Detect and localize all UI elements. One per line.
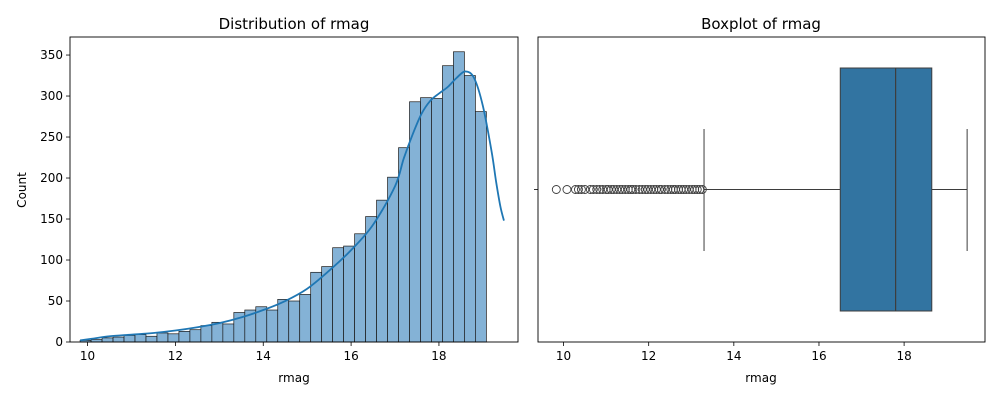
- outlier-point: [681, 185, 691, 194]
- outlier-point: [626, 185, 636, 194]
- outlier-point: [631, 185, 641, 194]
- outlier-point: [606, 185, 616, 194]
- boxplot-panel: Boxplot of rmag 10 12 14 16 18 rmag: [534, 15, 986, 385]
- outlier-point: [692, 185, 702, 194]
- outlier-point: [617, 185, 627, 194]
- histogram-bar: [343, 245, 355, 343]
- outlier-point: [654, 185, 664, 194]
- outlier-point: [562, 185, 572, 194]
- histogram-bar: [453, 51, 465, 343]
- outlier-point: [695, 185, 705, 194]
- histogram-bar: [321, 266, 334, 343]
- histogram-bar: [123, 335, 136, 343]
- histogram-frame: [69, 36, 519, 343]
- histogram-bar: [442, 65, 454, 343]
- histogram-bar: [431, 98, 443, 343]
- x-tick-label: 16: [343, 349, 358, 363]
- histogram-panel: Distribution of rmag 10 12 14 16 18 0 50 100 150…: [15, 15, 519, 385]
- y-tick-label: 300: [40, 89, 63, 103]
- outlier-point: [580, 185, 590, 194]
- histogram-bar: [200, 325, 213, 343]
- x-tick-label: 10: [80, 349, 95, 363]
- y-tick-label: 50: [48, 294, 63, 308]
- outlier-point: [598, 185, 608, 194]
- outlier-point: [585, 185, 595, 194]
- outlier-point: [634, 185, 644, 194]
- y-tick-label: 200: [40, 171, 63, 185]
- histogram-bar: [277, 299, 290, 343]
- x-tick-label: 12: [168, 349, 183, 363]
- outlier-point: [640, 185, 650, 194]
- outlier-point: [651, 185, 661, 194]
- histogram-bar: [387, 176, 399, 343]
- y-tick-label: 250: [40, 130, 63, 144]
- y-tick-label: 100: [40, 253, 63, 267]
- histogram-bar: [189, 329, 202, 343]
- x-tick-label: 16: [811, 349, 826, 363]
- outlier-point: [615, 185, 625, 194]
- histogram-bar: [365, 216, 377, 343]
- histogram-x-label: rmag: [278, 371, 309, 385]
- outlier-point: [592, 185, 602, 194]
- histogram-bar: [156, 332, 169, 343]
- outlier-point: [603, 185, 613, 194]
- histogram-title: Distribution of rmag: [219, 15, 370, 33]
- outlier-point: [573, 185, 583, 194]
- x-tick-label: 12: [641, 349, 656, 363]
- histogram-bar: [475, 111, 487, 343]
- histogram-bar: [288, 300, 301, 343]
- histogram-bar: [299, 294, 312, 343]
- iqr-box: [839, 67, 933, 312]
- outlier-point: [697, 185, 707, 194]
- outlier-point: [679, 185, 689, 194]
- histogram-bar: [211, 321, 224, 343]
- kde-curve: [79, 70, 505, 342]
- histogram-bar: [464, 75, 476, 343]
- outlier-point: [551, 185, 561, 194]
- histogram-bar: [266, 309, 279, 343]
- boxplot-elements: [551, 67, 968, 312]
- histogram-bar: [167, 333, 180, 343]
- x-tick-label: 10: [556, 349, 571, 363]
- histogram-bar: [145, 335, 158, 343]
- x-tick-label: 18: [896, 349, 911, 363]
- outlier-point: [643, 185, 653, 194]
- boxplot-title: Boxplot of rmag: [701, 15, 821, 33]
- outlier-point: [637, 185, 647, 194]
- histogram-bar: [222, 323, 235, 343]
- y-tick-label: 150: [40, 212, 63, 226]
- histogram-bars: [79, 51, 487, 343]
- outlier-point: [628, 185, 638, 194]
- outlier-point: [595, 185, 605, 194]
- outlier-point: [646, 185, 656, 194]
- histogram-bar: [101, 337, 114, 343]
- x-tick-label: 14: [256, 349, 271, 363]
- outlier-point: [609, 185, 619, 194]
- histogram-bar: [134, 334, 147, 343]
- boxplot-x-label: rmag: [745, 371, 776, 385]
- outlier-point: [660, 185, 670, 194]
- histogram-bar: [354, 233, 366, 343]
- x-tick-label: 14: [726, 349, 741, 363]
- histogram-bar: [398, 147, 410, 343]
- outlier-point: [612, 185, 622, 194]
- histogram-bar: [420, 97, 432, 343]
- y-tick-label: 350: [40, 48, 63, 62]
- outlier-point: [657, 185, 666, 194]
- outlier-point: [588, 185, 598, 194]
- boxplot-frame: [537, 36, 986, 343]
- histogram-y-label: Count: [15, 172, 29, 208]
- outlier-point: [571, 185, 580, 194]
- histogram-ticks: 10 12 14 16 18 0 50 100 150 200 250 300 350: [40, 48, 446, 363]
- y-tick-label: 0: [55, 335, 63, 349]
- boxplot-ticks: 10 12 14 16 18: [534, 189, 912, 363]
- histogram-bar: [112, 336, 125, 343]
- outlier-point: [576, 185, 586, 194]
- histogram-bar: [178, 330, 191, 343]
- x-tick-label: 18: [431, 349, 446, 363]
- histogram-bar: [376, 199, 388, 343]
